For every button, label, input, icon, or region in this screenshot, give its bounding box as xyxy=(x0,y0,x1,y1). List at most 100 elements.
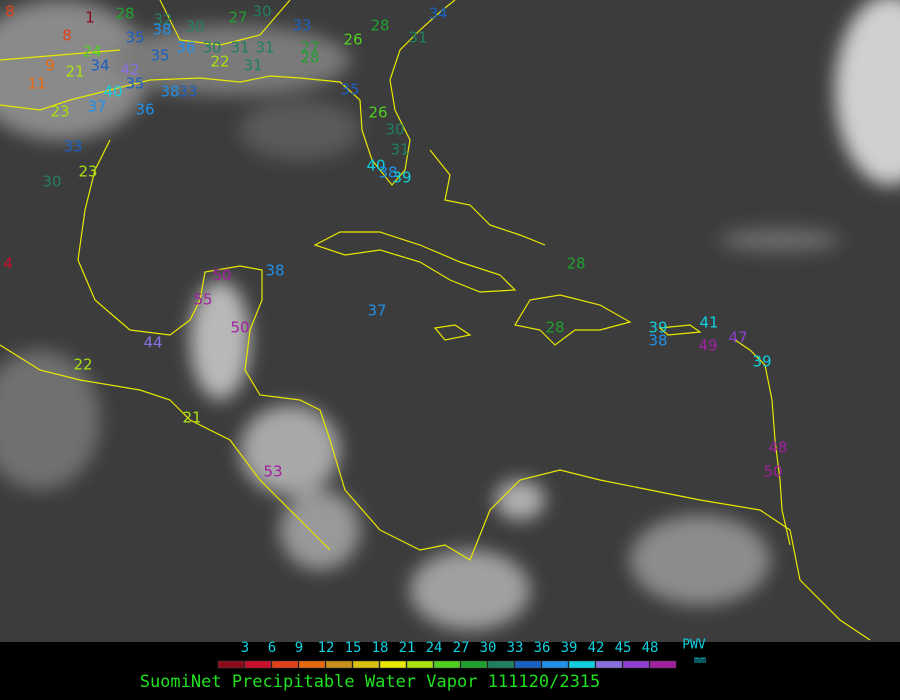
colorbar-label: 12 xyxy=(318,640,335,656)
station-pwv: 38 xyxy=(160,83,179,101)
station-pwv: 37 xyxy=(87,98,106,116)
station-pwv: 34 xyxy=(90,57,109,75)
colorbar-label: 30 xyxy=(480,640,497,656)
station-pwv: 28 xyxy=(300,49,319,67)
station-pwv: 44 xyxy=(143,334,162,352)
unit: mm xyxy=(694,655,706,666)
station-pwv: 8 xyxy=(5,3,15,21)
station-pwv: 8 xyxy=(62,27,72,45)
station-pwv: 31 xyxy=(230,39,249,57)
station-pwv: 35 xyxy=(125,75,144,93)
station-pwv: 21 xyxy=(65,63,84,81)
station-pwv: 48 xyxy=(768,439,787,457)
colorbar-swatch xyxy=(271,660,299,669)
colorbar-label: 21 xyxy=(399,640,416,656)
station-pwv: 30 xyxy=(42,173,61,191)
colorbar-swatch xyxy=(568,660,596,669)
station-pwv: 30 xyxy=(252,3,271,21)
legend-panel xyxy=(0,642,900,700)
colorbar-label: 6 xyxy=(268,640,276,656)
station-pwv: 32 xyxy=(153,11,172,29)
colorbar-label: 27 xyxy=(453,640,470,656)
station-pwv: 22 xyxy=(73,356,92,374)
station-pwv: 53 xyxy=(263,463,282,481)
coastlines xyxy=(0,0,871,641)
colorbar-swatch xyxy=(325,660,353,669)
station-pwv: 31 xyxy=(255,39,274,57)
colorbar-label: 15 xyxy=(345,640,362,656)
station-pwv: 26 xyxy=(343,31,362,49)
station-pwv: 31 xyxy=(390,141,409,159)
station-pwv: 9 xyxy=(45,57,55,75)
station-pwv: 28 xyxy=(115,5,134,23)
station-pwv: 39 xyxy=(392,169,411,187)
colorbar-swatch xyxy=(406,660,434,669)
station-pwv: 35 xyxy=(125,29,144,47)
station-pwv: 38 xyxy=(378,164,397,182)
station-pwv: 31 xyxy=(243,57,262,75)
station-pwv: 38 xyxy=(648,332,667,350)
station-pwv: 4 xyxy=(3,255,13,273)
station-pwv: 36 xyxy=(135,101,154,119)
colorbar-label: 33 xyxy=(507,640,524,656)
station-pwv: 41 xyxy=(699,314,718,332)
station-pwv: 38 xyxy=(265,262,284,280)
station-pwv: 28 xyxy=(370,17,389,35)
station-pwv: 26 xyxy=(368,104,387,122)
colorbar-swatch xyxy=(541,660,569,669)
station-pwv: 1 xyxy=(85,9,95,27)
station-pwv: 39 xyxy=(752,353,771,371)
station-pwv: 50 xyxy=(230,319,249,337)
colorbar-swatch xyxy=(514,660,542,669)
unit-title: PWV xyxy=(682,638,706,653)
colorbar-label: 24 xyxy=(426,640,443,656)
station-pwv: 23 xyxy=(50,103,69,121)
station-pwv: 50 xyxy=(212,267,231,285)
colorbar-swatch xyxy=(649,660,677,669)
station-pwv: 22 xyxy=(210,53,229,71)
station-pwv: 21 xyxy=(182,409,201,427)
station-pwv: 37 xyxy=(367,302,386,320)
colorbar-swatch xyxy=(487,660,515,669)
colorbar-swatch xyxy=(298,660,326,669)
colorbar-label: 42 xyxy=(588,640,605,656)
colorbar-swatch xyxy=(460,660,488,669)
station-pwv: 40 xyxy=(103,83,122,101)
station-pwv: 49 xyxy=(698,337,717,355)
station-pwv: 55 xyxy=(193,291,212,309)
station-pwv: 33 xyxy=(63,138,82,156)
colorbar-swatch xyxy=(244,660,272,669)
station-pwv: 30 xyxy=(385,121,404,139)
station-pwv: 11 xyxy=(27,75,46,93)
colorbar-swatch xyxy=(595,660,623,669)
station-pwv: 30 xyxy=(185,18,204,36)
station-pwv: 36 xyxy=(176,39,195,57)
colorbar-label: 3 xyxy=(241,640,249,656)
colorbar-label: 36 xyxy=(534,640,551,656)
station-pwv: 30 xyxy=(202,39,221,57)
station-pwv: 40 xyxy=(366,157,385,175)
station-pwv: 47 xyxy=(728,329,747,347)
colorbar-label: 9 xyxy=(295,640,303,656)
colorbar-label: 45 xyxy=(615,640,632,656)
station-pwv: 34 xyxy=(428,5,447,23)
station-pwv: 33 xyxy=(292,17,311,35)
station-pwv: 35 xyxy=(150,47,169,65)
colorbar-swatch xyxy=(352,660,380,669)
station-pwv: 28 xyxy=(566,255,585,273)
station-pwv: 28 xyxy=(545,319,564,337)
station-pwv: 31 xyxy=(408,29,427,47)
colorbar-swatch xyxy=(622,660,650,669)
station-pwv: 35 xyxy=(340,81,359,99)
clouds xyxy=(0,0,900,630)
station-pwv: 42 xyxy=(120,61,139,79)
station-pwv: 33 xyxy=(178,83,197,101)
colorbar-swatch xyxy=(217,660,245,669)
colorbar-swatch xyxy=(433,660,461,669)
station-pwv: 50 xyxy=(763,463,782,481)
colorbar-label: 18 xyxy=(372,640,389,656)
station-pwv: 23 xyxy=(78,163,97,181)
colorbar-swatch xyxy=(379,660,407,669)
station-pwv: 24 xyxy=(82,43,101,61)
station-pwv: 27 xyxy=(300,39,319,57)
